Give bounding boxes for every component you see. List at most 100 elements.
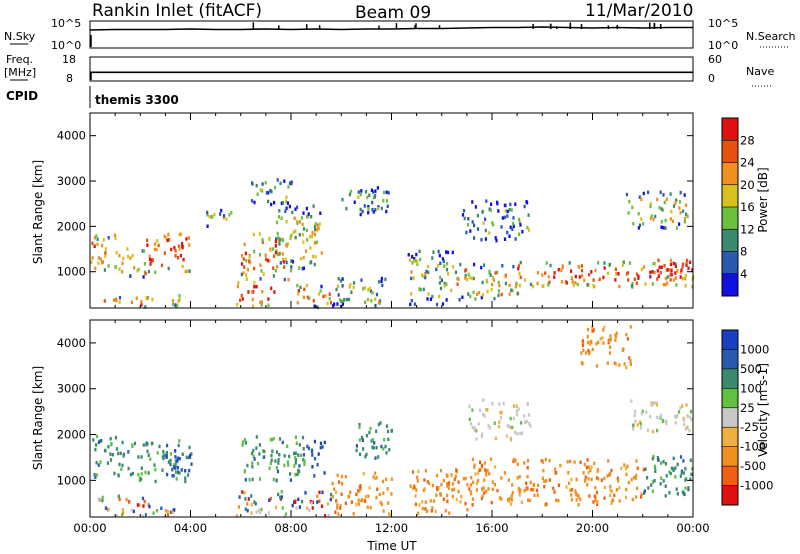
power-cell bbox=[640, 217, 642, 221]
power-cell bbox=[682, 262, 684, 266]
power-cell bbox=[435, 268, 437, 272]
power-cell bbox=[136, 269, 138, 273]
power-cell bbox=[643, 265, 645, 269]
velocity-cell bbox=[657, 458, 659, 462]
power-cell bbox=[477, 214, 479, 218]
power-cell bbox=[283, 179, 285, 183]
velocity-cell bbox=[162, 450, 164, 454]
velocity-cell bbox=[507, 424, 509, 428]
x-axis-label: Time UT bbox=[366, 539, 417, 553]
power-cell bbox=[172, 303, 174, 307]
velocity-cell bbox=[677, 492, 679, 496]
velocity-cell bbox=[246, 464, 248, 468]
power-cell bbox=[370, 299, 372, 303]
velocity-cell bbox=[428, 482, 430, 486]
velocity-cell bbox=[316, 500, 318, 504]
nave-tick-top: 60 bbox=[708, 53, 722, 66]
velocity-cell bbox=[653, 401, 655, 405]
velocity-cell bbox=[320, 446, 322, 450]
velocity-cell bbox=[475, 437, 477, 441]
power-cell bbox=[530, 283, 532, 287]
power-cell bbox=[251, 290, 253, 294]
power-cell bbox=[497, 209, 499, 213]
power-cell bbox=[365, 190, 367, 194]
velocity-cell bbox=[415, 503, 417, 507]
power-cell bbox=[168, 267, 170, 271]
power-cell bbox=[282, 252, 284, 256]
velocity-cell bbox=[542, 460, 544, 464]
velocity-cell bbox=[647, 486, 649, 490]
power-cell bbox=[144, 262, 146, 266]
power-cell bbox=[631, 284, 633, 288]
velocity-cell bbox=[592, 348, 594, 352]
velocity-cell bbox=[635, 459, 637, 463]
velocity-cell bbox=[668, 491, 670, 495]
velocity-cell bbox=[132, 472, 134, 476]
power-cell bbox=[507, 210, 509, 214]
velocity-cell bbox=[417, 479, 419, 483]
velocity-cell bbox=[373, 446, 375, 450]
power-cell bbox=[260, 277, 262, 281]
velocity-cell bbox=[587, 335, 589, 339]
velocity-cell bbox=[690, 410, 692, 414]
velocity-cell bbox=[242, 440, 244, 444]
velocity-cell bbox=[355, 493, 357, 497]
power-cell bbox=[228, 213, 230, 217]
power-cell bbox=[316, 241, 318, 245]
velocity-cell bbox=[645, 410, 647, 414]
velocity-cell bbox=[167, 510, 169, 514]
power-cell bbox=[315, 255, 317, 259]
velocity-cell bbox=[333, 487, 335, 491]
freq-label-line1: Freq. bbox=[6, 53, 33, 66]
power-cell bbox=[473, 236, 475, 240]
colorbar-tick-label: 24 bbox=[740, 156, 755, 170]
velocity-cell bbox=[345, 502, 347, 506]
velocity-cell bbox=[99, 460, 101, 464]
power-cell bbox=[457, 283, 459, 287]
colorbar-segment bbox=[722, 330, 738, 350]
velocity-cell bbox=[685, 427, 687, 431]
nsearch-label: N.Search bbox=[746, 30, 796, 43]
power-cell bbox=[684, 277, 686, 281]
velocity-cell bbox=[161, 468, 163, 472]
velocity-cell bbox=[488, 472, 490, 476]
velocity-cell bbox=[595, 342, 597, 346]
velocity-cell bbox=[619, 499, 621, 503]
power-cell bbox=[569, 261, 571, 265]
velocity-cell bbox=[178, 444, 180, 448]
velocity-cell bbox=[153, 511, 155, 515]
colorbar-tick-label: 20 bbox=[740, 178, 755, 192]
power-cell bbox=[378, 301, 380, 305]
velocity-cell bbox=[688, 429, 690, 433]
velocity-cell bbox=[498, 425, 500, 429]
velocity-cell bbox=[112, 453, 114, 457]
power-cell bbox=[438, 295, 440, 299]
velocity-cell bbox=[509, 497, 511, 501]
power-cell bbox=[643, 192, 645, 196]
velocity-cell bbox=[585, 475, 587, 479]
power-cell bbox=[461, 296, 463, 300]
power-cell bbox=[674, 201, 676, 205]
power-cell bbox=[486, 279, 488, 283]
power-cell bbox=[275, 244, 277, 248]
power-cell bbox=[108, 264, 110, 268]
velocity-cell bbox=[290, 478, 292, 482]
velocity-cell bbox=[558, 484, 560, 488]
power-cell bbox=[484, 218, 486, 222]
velocity-cell bbox=[387, 501, 389, 505]
power-cell bbox=[275, 251, 277, 255]
power-cell bbox=[274, 186, 276, 190]
power-cell bbox=[189, 269, 191, 273]
power-cell bbox=[207, 225, 209, 229]
power-cell bbox=[253, 267, 255, 271]
velocity-cell bbox=[174, 455, 176, 459]
power-cell bbox=[259, 232, 261, 236]
velocity-cell bbox=[122, 441, 124, 445]
velocity-cell bbox=[385, 451, 387, 455]
power-cell bbox=[164, 251, 166, 255]
power-cell bbox=[678, 222, 680, 226]
power-cell bbox=[298, 289, 300, 293]
power-cell bbox=[261, 290, 263, 294]
power-cell bbox=[308, 212, 310, 216]
power-cell bbox=[496, 202, 498, 206]
